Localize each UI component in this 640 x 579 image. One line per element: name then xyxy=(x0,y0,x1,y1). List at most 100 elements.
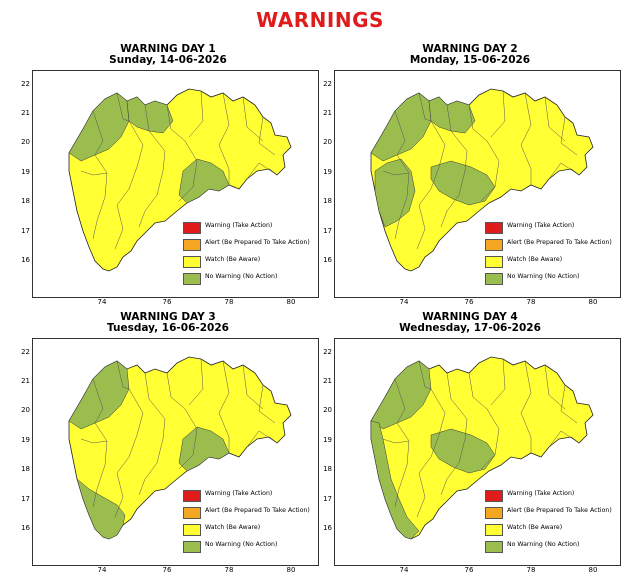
district-boundary xyxy=(166,372,186,410)
legend-label: Warning (Take Action) xyxy=(507,222,575,229)
legend-label: Watch (Be Aware) xyxy=(205,524,261,531)
y-tick-label: 20 xyxy=(21,138,30,146)
district-boundary xyxy=(520,360,532,414)
legend-swatch xyxy=(183,524,201,536)
district-boundary xyxy=(560,116,578,156)
legend-item: Watch (Be Aware) xyxy=(183,523,318,536)
district-boundary xyxy=(416,204,426,250)
district-boundary xyxy=(468,104,488,142)
legend-swatch xyxy=(485,490,503,502)
no-warning-region xyxy=(126,96,174,134)
district-boundary xyxy=(144,104,150,132)
district-boundary xyxy=(394,110,406,156)
x-tick-label: 76 xyxy=(464,298,474,306)
district-map xyxy=(370,356,594,540)
district-boundary xyxy=(490,358,506,406)
legend-label: Alert (Be Prepared To Take Action) xyxy=(205,239,310,246)
district-boundary xyxy=(178,428,198,470)
x-tick-label: 74 xyxy=(97,298,107,306)
legend-swatch xyxy=(485,273,503,285)
district-boundary xyxy=(450,398,468,440)
x-tick-label: 78 xyxy=(526,298,536,306)
legend-swatch xyxy=(485,239,503,251)
y-tick-label: 18 xyxy=(323,465,332,473)
no-warning-region xyxy=(374,158,416,228)
district-boundary xyxy=(148,130,166,172)
y-tick-label: 18 xyxy=(21,465,30,473)
x-tick-label: 78 xyxy=(526,566,536,574)
panel-day-label: WARNING DAY 3 xyxy=(120,311,216,323)
no-warning-region xyxy=(178,426,230,472)
district-boundary xyxy=(486,408,500,430)
panel-date-label: Sunday, 14-06-2026 xyxy=(109,54,227,66)
district-boundary xyxy=(258,116,276,156)
district-boundary xyxy=(430,388,446,436)
district-boundary xyxy=(418,434,440,474)
no-warning-region xyxy=(430,160,496,206)
district-boundary xyxy=(128,120,144,168)
y-tick-label: 19 xyxy=(21,436,30,444)
district-map xyxy=(68,88,292,272)
x-tick-label: 74 xyxy=(399,298,409,306)
district-boundary xyxy=(116,434,138,474)
district-boundary xyxy=(188,90,204,138)
district-boundary xyxy=(382,438,410,444)
y-tick-label: 20 xyxy=(323,138,332,146)
y-tick-label: 16 xyxy=(323,256,332,264)
y-tick-label: 22 xyxy=(21,348,30,356)
legend-swatch xyxy=(183,222,201,234)
y-tick-label: 19 xyxy=(21,168,30,176)
district-boundary xyxy=(480,160,500,202)
district-map xyxy=(68,356,292,540)
district-boundary xyxy=(490,90,506,138)
panel-date-label: Wednesday, 17-06-2026 xyxy=(399,322,541,334)
district-boundary xyxy=(128,388,144,436)
y-tick-label: 21 xyxy=(21,109,30,117)
district-boundary xyxy=(138,210,146,228)
x-tick-label: 76 xyxy=(464,566,474,574)
legend-label: Alert (Be Prepared To Take Action) xyxy=(507,507,612,514)
district-boundary xyxy=(218,412,230,453)
district-boundary xyxy=(242,96,264,142)
district-boundary xyxy=(446,372,452,400)
map-panel-day-1: WARNING DAY 1 Sunday, 14-06-2026 22 21 20 19 1… xyxy=(18,43,319,306)
district-boundary xyxy=(114,472,124,518)
y-tick-label: 17 xyxy=(323,495,332,503)
y-tick-label: 22 xyxy=(323,348,332,356)
district-boundary xyxy=(144,372,150,400)
district-map xyxy=(370,88,594,272)
district-boundary xyxy=(92,464,106,508)
no-warning-region xyxy=(430,428,496,474)
x-tick-label: 80 xyxy=(588,566,598,574)
legend-item: No Warning (No Action) xyxy=(485,272,620,285)
y-tick-label: 22 xyxy=(21,80,30,88)
district-boundary xyxy=(178,160,198,202)
no-warning-region xyxy=(76,478,126,540)
district-boundary xyxy=(560,384,578,424)
legend-swatch xyxy=(485,256,503,268)
district-boundary xyxy=(246,162,278,180)
panel-day-label: WARNING DAY 1 xyxy=(120,43,216,55)
x-tick-label: 80 xyxy=(286,566,296,574)
y-tick-label: 17 xyxy=(21,227,30,235)
no-warning-region xyxy=(370,420,420,540)
legend-item: Alert (Be Prepared To Take Action) xyxy=(485,506,620,519)
x-tick-label: 80 xyxy=(588,298,598,306)
district-boundary xyxy=(418,360,432,390)
legend-item: Alert (Be Prepared To Take Action) xyxy=(183,506,318,519)
no-warning-region xyxy=(178,158,230,204)
y-tick-label: 20 xyxy=(21,406,30,414)
legend-label: Alert (Be Prepared To Take Action) xyxy=(205,507,310,514)
district-boundary xyxy=(548,162,580,180)
district-boundary xyxy=(418,166,440,206)
district-boundary xyxy=(486,140,500,162)
district-boundary xyxy=(440,478,448,496)
district-boundary xyxy=(480,428,500,470)
y-tick-label: 20 xyxy=(323,406,332,414)
panel-date-label: Monday, 15-06-2026 xyxy=(409,54,531,66)
legend-item: Alert (Be Prepared To Take Action) xyxy=(183,238,318,251)
x-tick-label: 74 xyxy=(399,566,409,574)
x-tick-label: 76 xyxy=(162,566,172,574)
district-boundary xyxy=(418,92,432,122)
map-panel-day-4: WARNING DAY 4 Wednesday, 17-06-2026 22 21 20… xyxy=(320,312,621,574)
